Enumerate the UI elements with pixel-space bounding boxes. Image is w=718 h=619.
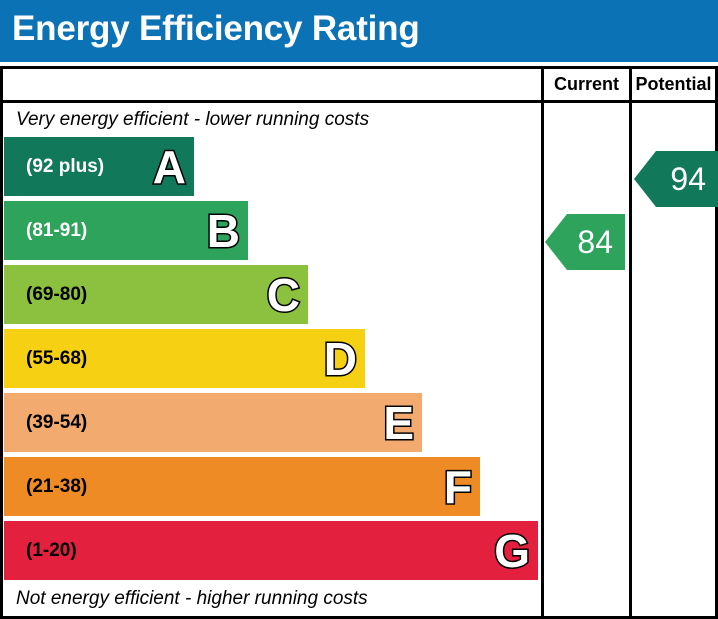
column-header-current: Current <box>553 74 619 94</box>
band-range-label-e: (39-54) <box>26 412 88 433</box>
band-letter-g: G <box>493 524 532 577</box>
potential-rating-arrow-value: 94 <box>670 161 706 197</box>
current-rating-arrow: 84 <box>545 214 625 270</box>
column-header-potential: Potential <box>635 74 712 94</box>
band-range-label-f: (21-38) <box>26 476 88 497</box>
band-letter-c: C <box>265 268 301 321</box>
rating-band-g: (1-20) G <box>4 521 538 580</box>
band-range-label-d: (55-68) <box>26 348 88 369</box>
potential-rating-arrow: 94 <box>634 151 718 207</box>
rating-band-d: (55-68) D <box>4 329 365 388</box>
rating-band-b: (81-91) B <box>4 201 248 260</box>
band-range-label-a: (92 plus) <box>26 156 105 177</box>
header-row-divider <box>0 100 718 103</box>
rating-band-c: (69-80) C <box>4 265 308 324</box>
band-letter-e: E <box>382 396 416 449</box>
band-range-label-g: (1-20) <box>26 540 77 561</box>
rating-band-a: (92 plus) A <box>4 137 194 196</box>
band-range-label-b: (81-91) <box>26 220 88 241</box>
current-rating-arrow-shape <box>545 214 625 270</box>
band-letter-d: D <box>322 332 358 385</box>
chart-title-bar: Energy Efficiency Rating <box>0 0 718 62</box>
rating-band-f: (21-38) F <box>4 457 480 516</box>
caption-not-efficient: Not energy efficient - higher running co… <box>16 588 368 609</box>
current-column-divider <box>541 66 544 619</box>
band-range-label-c: (69-80) <box>26 284 88 305</box>
band-letter-a: A <box>151 140 187 193</box>
band-letter-b: B <box>205 204 241 257</box>
potential-rating-arrow-shape <box>634 151 718 207</box>
current-rating-arrow-value: 84 <box>577 224 613 260</box>
caption-very-efficient: Very energy efficient - lower running co… <box>16 109 370 130</box>
band-letter-f: F <box>442 460 473 513</box>
potential-column-divider <box>629 66 632 619</box>
rating-bands: (92 plus) A (81-91) B (69-80) C (55-68) D (39-54… <box>4 137 538 580</box>
page-title: Energy Efficiency Rating <box>12 9 420 48</box>
chart-table-frame <box>0 66 718 619</box>
rating-band-e: (39-54) E <box>4 393 422 452</box>
